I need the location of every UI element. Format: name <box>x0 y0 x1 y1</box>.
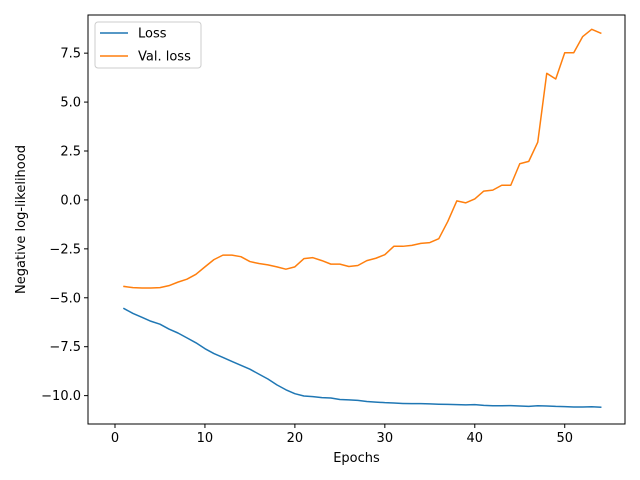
y-axis-ticks: −10.0 −7.5 −5.0 −2.5 0.0 2.5 5.0 7.5 <box>41 47 88 404</box>
y-tick-label: 5.0 <box>60 96 81 111</box>
series-layer <box>122 28 602 408</box>
x-tick-label: 0 <box>111 431 119 446</box>
x-axis-label: Epochs <box>333 451 380 466</box>
y-tick-label: −5.0 <box>49 291 81 306</box>
y-tick-label: −7.5 <box>49 340 81 355</box>
x-tick-label: 20 <box>287 431 304 446</box>
x-tick-label: 40 <box>467 431 484 446</box>
y-axis-label: Negative log-likelihood <box>14 145 29 294</box>
series-line-val-loss <box>123 28 602 289</box>
legend-label: Val. loss <box>138 50 191 65</box>
y-tick-label: −10.0 <box>41 389 81 404</box>
x-tick-label: 10 <box>197 431 214 446</box>
x-tick-label: 30 <box>377 431 394 446</box>
x-axis-ticks: 0 10 20 30 40 50 <box>111 424 573 446</box>
y-tick-label: 7.5 <box>60 47 81 62</box>
legend-label: Loss <box>138 27 167 42</box>
plot-frame <box>87 14 626 425</box>
y-tick-label: 0.0 <box>60 193 81 208</box>
legend: Loss Val. loss <box>94 21 202 69</box>
y-tick-label: 2.5 <box>60 145 81 160</box>
y-tick-label: −2.5 <box>49 242 81 257</box>
series-line-loss <box>122 307 602 408</box>
x-tick-label: 50 <box>556 431 573 446</box>
